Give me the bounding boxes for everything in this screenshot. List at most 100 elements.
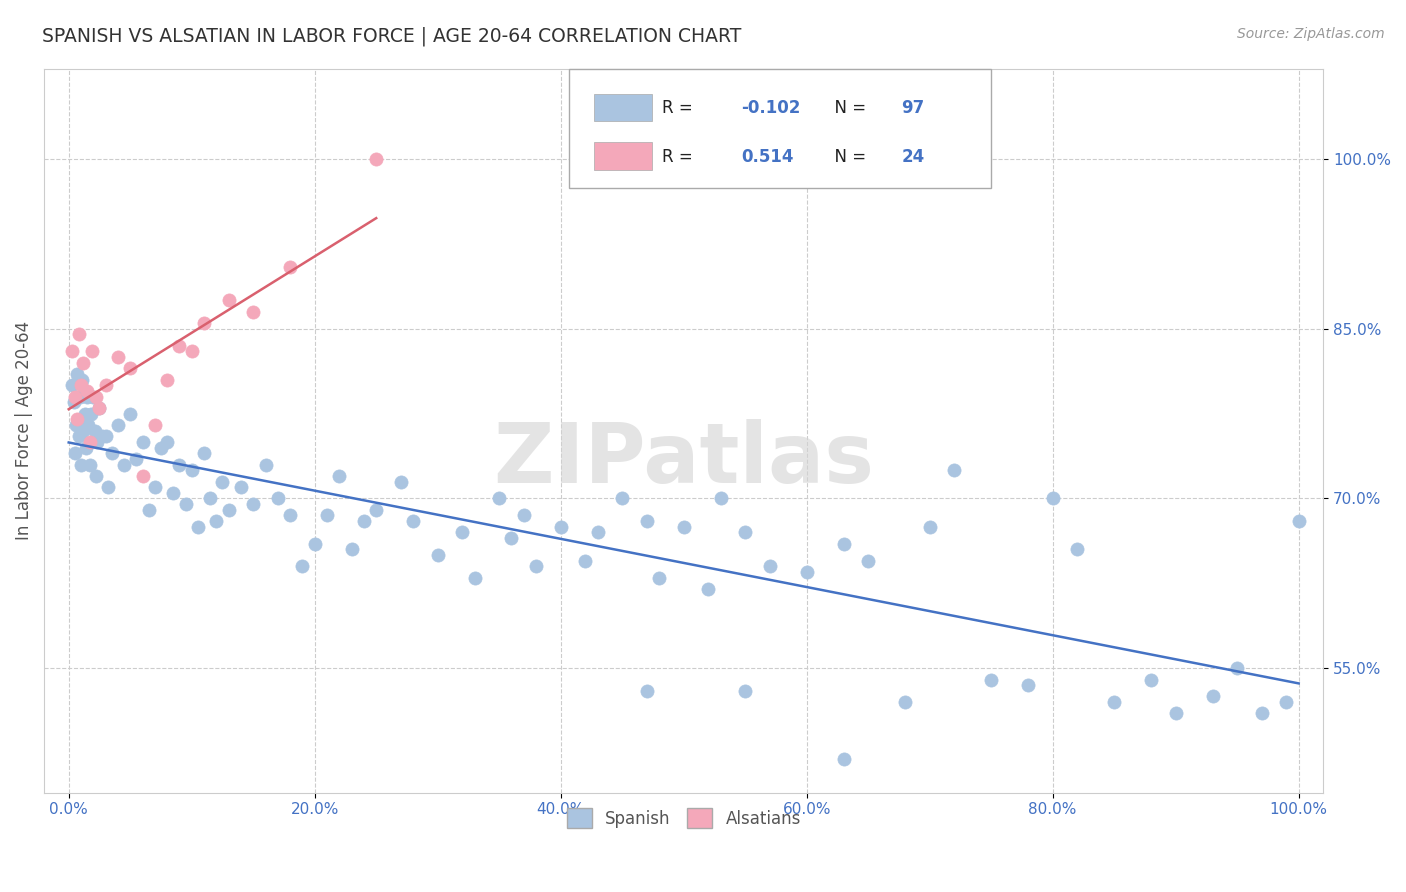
Point [254, 458, 277, 472]
Point [278, 508, 301, 523]
Point [70, 458, 93, 472]
Point [366, 503, 388, 517]
Point [1164, 706, 1187, 721]
Point [648, 571, 671, 585]
Point [832, 752, 855, 766]
Point [80, 344, 103, 359]
Point [451, 525, 474, 540]
Point [169, 458, 191, 472]
Point [120, 407, 142, 421]
Point [79, 434, 101, 449]
Point [180, 344, 202, 359]
Point [389, 475, 412, 489]
Point [62, 395, 84, 409]
Point [156, 434, 179, 449]
Point [1275, 695, 1298, 709]
Point [143, 417, 166, 432]
Text: N =: N = [824, 148, 872, 166]
Point [90, 429, 112, 443]
Point [304, 537, 326, 551]
Point [586, 525, 609, 540]
Point [63, 446, 86, 460]
Point [131, 434, 153, 449]
Point [73, 407, 96, 421]
Text: 97: 97 [901, 99, 924, 118]
Point [70, 378, 93, 392]
Point [66, 412, 89, 426]
Point [80, 407, 103, 421]
Point [138, 503, 160, 517]
Point [550, 520, 572, 534]
Point [353, 514, 375, 528]
Point [107, 417, 129, 432]
Point [82, 390, 104, 404]
Point [67, 327, 90, 342]
Point [149, 441, 172, 455]
Point [120, 361, 142, 376]
Point [131, 468, 153, 483]
Text: SPANISH VS ALSATIAN IN LABOR FORCE | AGE 20-64 CORRELATION CHART: SPANISH VS ALSATIAN IN LABOR FORCE | AGE… [42, 27, 741, 46]
Point [76, 390, 98, 404]
Point [174, 497, 197, 511]
Point [156, 373, 179, 387]
Point [211, 475, 233, 489]
Point [107, 350, 129, 364]
Point [488, 491, 510, 506]
Bar [595, 143, 652, 169]
Point [366, 152, 388, 166]
Point [229, 480, 252, 494]
Point [79, 458, 101, 472]
Point [316, 508, 339, 523]
Point [198, 491, 221, 506]
Bar [595, 94, 652, 121]
Point [89, 401, 111, 415]
Point [70, 373, 93, 387]
Point [464, 571, 486, 585]
Point [426, 548, 449, 562]
Point [60, 344, 83, 359]
Point [69, 390, 91, 404]
Point [162, 485, 184, 500]
Text: -0.102: -0.102 [741, 99, 800, 118]
Point [112, 458, 135, 472]
Point [501, 531, 523, 545]
Point [63, 390, 86, 404]
Point [1250, 706, 1272, 721]
Point [169, 339, 191, 353]
Point [143, 480, 166, 494]
Point [76, 384, 98, 398]
Point [1288, 514, 1310, 528]
Point [89, 401, 111, 415]
FancyBboxPatch shape [568, 69, 991, 188]
Point [856, 554, 879, 568]
Point [918, 520, 941, 534]
Point [267, 491, 290, 506]
Point [697, 582, 720, 596]
Point [84, 468, 107, 483]
Legend: Spanish, Alsatians: Spanish, Alsatians [560, 801, 807, 835]
Text: N =: N = [824, 99, 872, 118]
Point [242, 497, 264, 511]
Point [832, 537, 855, 551]
Point [524, 559, 547, 574]
Point [75, 441, 97, 455]
Text: R =: R = [662, 148, 703, 166]
Point [1066, 542, 1088, 557]
Point [340, 542, 363, 557]
Point [72, 356, 94, 370]
Text: Source: ZipAtlas.com: Source: ZipAtlas.com [1237, 27, 1385, 41]
Point [710, 491, 733, 506]
Y-axis label: In Labor Force | Age 20-64: In Labor Force | Age 20-64 [15, 321, 32, 541]
Point [60, 378, 83, 392]
Point [402, 514, 425, 528]
Point [67, 429, 90, 443]
Point [187, 520, 209, 534]
Point [513, 508, 536, 523]
Point [180, 463, 202, 477]
Point [83, 424, 105, 438]
Point [1017, 678, 1039, 692]
Point [612, 491, 634, 506]
Text: ZIPatlas: ZIPatlas [494, 419, 875, 500]
Point [1226, 661, 1249, 675]
Point [636, 683, 658, 698]
